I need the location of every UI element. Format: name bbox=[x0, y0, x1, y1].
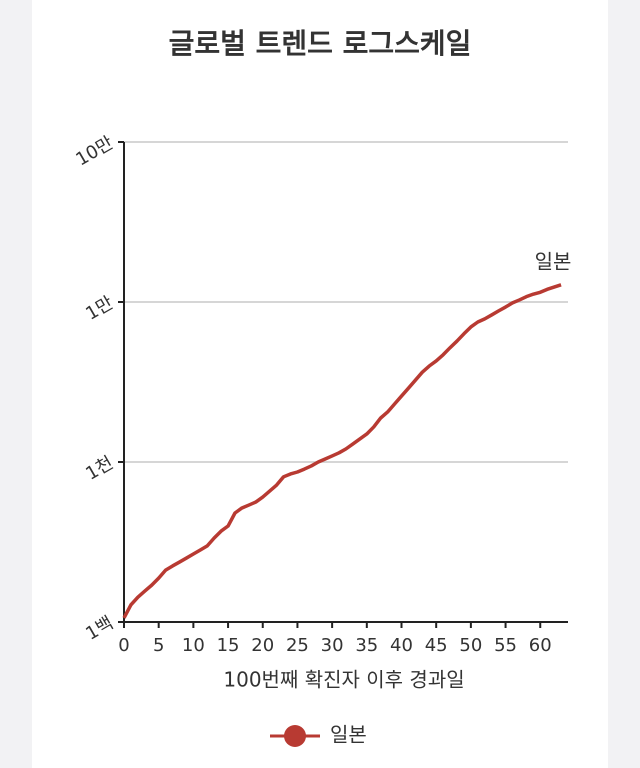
x-tick-label: 15 bbox=[217, 635, 240, 656]
x-tick-label: 20 bbox=[251, 635, 274, 656]
x-tick-label: 35 bbox=[355, 635, 378, 656]
x-tick-label: 40 bbox=[390, 635, 413, 656]
series-end-label: 일본 bbox=[535, 249, 572, 273]
x-axis-label: 100번째 확진자 이후 경과일 bbox=[223, 668, 464, 692]
legend-marker bbox=[284, 725, 306, 747]
x-tick-label: 30 bbox=[321, 635, 344, 656]
x-tick-label: 10 bbox=[182, 635, 205, 656]
x-tick-label: 25 bbox=[286, 635, 309, 656]
card bbox=[32, 0, 608, 768]
line bbox=[122, 283, 562, 619]
x-tick-label: 45 bbox=[425, 635, 448, 656]
x-tick-label: 5 bbox=[153, 635, 164, 656]
x-tick-label: 55 bbox=[494, 635, 517, 656]
x-tick-label: 0 bbox=[118, 635, 129, 656]
x-tick-label: 60 bbox=[529, 635, 552, 656]
chart-title: 글로벌 트렌드 로그스케일 bbox=[169, 27, 472, 60]
x-tick-label: 50 bbox=[459, 635, 482, 656]
legend-label: 일본 bbox=[330, 723, 367, 747]
